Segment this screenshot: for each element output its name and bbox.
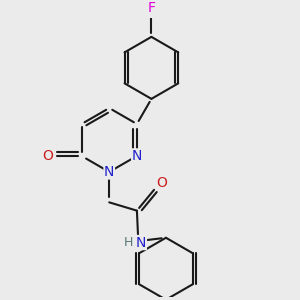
Text: O: O [157, 176, 167, 190]
Text: F: F [147, 1, 155, 15]
Text: N: N [104, 165, 114, 179]
Text: O: O [42, 149, 53, 163]
Text: N: N [132, 149, 142, 163]
Text: N: N [136, 236, 146, 250]
Text: H: H [123, 236, 133, 249]
